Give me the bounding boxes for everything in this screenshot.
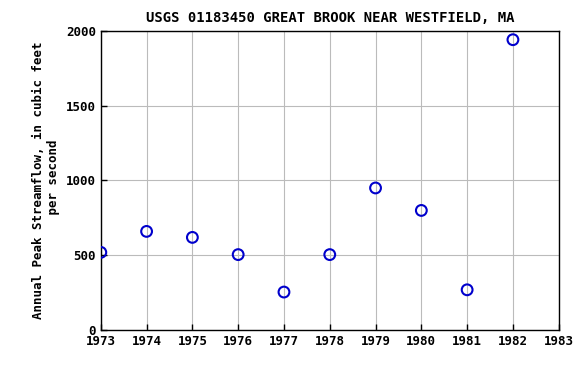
- Title: USGS 01183450 GREAT BROOK NEAR WESTFIELD, MA: USGS 01183450 GREAT BROOK NEAR WESTFIELD…: [146, 12, 514, 25]
- Point: [508, 36, 517, 43]
- Point: [233, 252, 242, 258]
- Point: [188, 234, 197, 240]
- Point: [325, 252, 334, 258]
- Point: [463, 287, 472, 293]
- Point: [279, 289, 289, 295]
- Y-axis label: Annual Peak Streamflow, in cubic feet
 per second: Annual Peak Streamflow, in cubic feet pe…: [32, 42, 60, 319]
- Point: [142, 228, 151, 235]
- Point: [416, 207, 426, 214]
- Point: [96, 249, 105, 255]
- Point: [371, 185, 380, 191]
